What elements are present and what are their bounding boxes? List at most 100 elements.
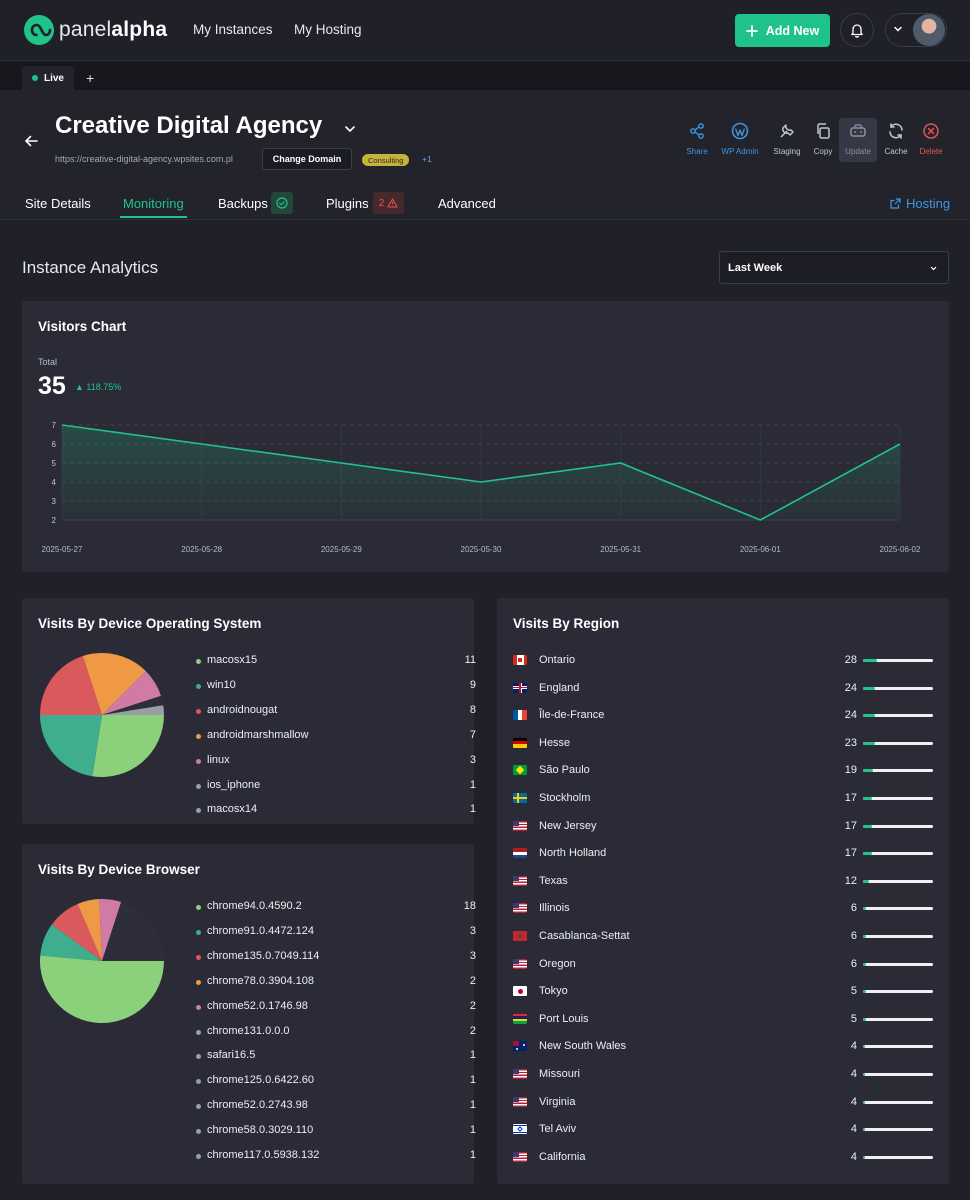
region-row[interactable]: Ontario 28 bbox=[513, 652, 933, 670]
legend-item[interactable]: chrome91.0.4472.124 3 bbox=[196, 924, 476, 940]
update-action[interactable]: Update bbox=[839, 118, 877, 162]
region-row[interactable]: Hesse 23 bbox=[513, 735, 933, 753]
browser-card: Visits By Device Browser chrome94.0.4590… bbox=[22, 844, 476, 1184]
legend-value: 2 bbox=[469, 1024, 476, 1037]
region-row[interactable]: Texas 12 bbox=[513, 873, 933, 891]
date-range-value: Last Week bbox=[728, 262, 783, 274]
cache-action[interactable]: Cache bbox=[876, 118, 916, 162]
flag-nl-icon bbox=[513, 848, 527, 859]
tab-backups[interactable]: Backups bbox=[218, 196, 268, 211]
pie-slice bbox=[102, 920, 156, 961]
region-row[interactable]: Missouri 4 bbox=[513, 1066, 933, 1084]
chevron-down-icon[interactable] bbox=[893, 24, 903, 34]
pie-slice bbox=[102, 695, 164, 715]
region-row[interactable]: Virginia 4 bbox=[513, 1094, 933, 1112]
legend-item[interactable]: androidmarshmallow 7 bbox=[196, 728, 476, 744]
site-title: Creative Digital Agency bbox=[55, 112, 323, 139]
region-row[interactable]: Stockholm 17 bbox=[513, 790, 933, 808]
hosting-link[interactable]: Hosting bbox=[890, 196, 950, 211]
date-range-select[interactable]: Last Week bbox=[719, 251, 949, 284]
legend-value: 1 bbox=[469, 803, 476, 816]
region-row[interactable]: England 24 bbox=[513, 680, 933, 698]
tab-live[interactable]: Live bbox=[22, 66, 74, 90]
region-bar bbox=[863, 686, 933, 690]
panelalpha-logo[interactable]: panelalpha bbox=[24, 15, 167, 45]
legend-item[interactable]: chrome78.0.3904.108 2 bbox=[196, 974, 476, 990]
tab-site-details[interactable]: Site Details bbox=[25, 196, 91, 211]
legend-item[interactable]: win10 9 bbox=[196, 678, 476, 694]
user-menu-button[interactable] bbox=[885, 13, 947, 47]
back-arrow-icon[interactable] bbox=[24, 134, 38, 148]
legend-item[interactable]: linux 3 bbox=[196, 753, 476, 769]
region-value: 24 bbox=[844, 681, 857, 694]
legend-item[interactable]: androidnougat 8 bbox=[196, 703, 476, 719]
legend-item[interactable]: chrome125.0.6422.60 1 bbox=[196, 1073, 476, 1089]
delete-action[interactable]: Delete bbox=[911, 118, 951, 162]
nav-my-instances[interactable]: My Instances bbox=[193, 22, 273, 37]
tab-advanced[interactable]: Advanced bbox=[438, 196, 496, 211]
region-row[interactable]: Île-de-France 24 bbox=[513, 707, 933, 725]
legend-dot bbox=[196, 1079, 201, 1085]
staging-action[interactable]: Staging bbox=[767, 118, 807, 162]
more-tags-link[interactable]: +1 bbox=[422, 154, 432, 164]
flag-de-icon bbox=[513, 737, 527, 748]
copy-action[interactable]: Copy bbox=[803, 118, 843, 162]
wp-admin-action[interactable]: WP Admin bbox=[716, 118, 764, 162]
region-row[interactable]: California 4 bbox=[513, 1149, 933, 1167]
legend-item[interactable]: chrome58.0.3029.110 1 bbox=[196, 1123, 476, 1139]
region-bar-fill bbox=[863, 1128, 865, 1132]
plus-icon bbox=[745, 24, 758, 37]
user-avatar[interactable] bbox=[913, 14, 945, 46]
region-row[interactable]: Tel Aviv 4 bbox=[513, 1121, 933, 1139]
visitors-chart-card: Visitors Chart Total 35 ▲ 118.75% 2 3 4 5 6 7… bbox=[22, 301, 949, 572]
region-row[interactable]: Tokyo 5 bbox=[513, 983, 933, 1001]
legend-item[interactable]: ios_iphone 1 bbox=[196, 778, 476, 794]
legend-item[interactable]: chrome94.0.4590.2 18 bbox=[196, 899, 476, 915]
update-label: Update bbox=[845, 147, 871, 156]
region-bar bbox=[863, 1155, 933, 1159]
logo-text-regular: panel bbox=[59, 18, 112, 41]
region-row[interactable]: São Paulo 19 bbox=[513, 762, 933, 780]
y-tick-label: 6 bbox=[52, 440, 57, 449]
change-domain-button[interactable]: Change Domain bbox=[262, 148, 352, 170]
tab-monitoring[interactable]: Monitoring bbox=[123, 196, 184, 211]
legend-item[interactable]: chrome52.0.2743.98 1 bbox=[196, 1098, 476, 1114]
add-tab-button[interactable]: + bbox=[86, 70, 95, 86]
region-value: 17 bbox=[844, 819, 857, 832]
region-list: Ontario 28 England 24 Île-de-France 24 Hesse 23… bbox=[497, 652, 949, 1182]
region-row[interactable]: North Holland 17 bbox=[513, 845, 933, 863]
x-tick-label: 2025-06-02 bbox=[880, 545, 921, 554]
live-status-dot bbox=[31, 75, 38, 81]
add-new-button[interactable]: Add New bbox=[735, 14, 830, 47]
staging-icon bbox=[780, 124, 794, 138]
legend-item[interactable]: chrome135.0.7049.114 3 bbox=[196, 949, 476, 965]
region-row[interactable]: Port Louis 5 bbox=[513, 1011, 933, 1029]
legend-item[interactable]: chrome52.0.1746.98 2 bbox=[196, 999, 476, 1015]
region-name: Port Louis bbox=[539, 1012, 589, 1025]
legend-item[interactable]: safari16.5 1 bbox=[196, 1048, 476, 1064]
flag-fr-icon bbox=[513, 710, 527, 721]
site-switch-chevron-icon[interactable] bbox=[344, 124, 356, 134]
region-row[interactable]: ★ Casablanca-Settat 6 bbox=[513, 928, 933, 946]
region-bar-fill bbox=[863, 686, 875, 690]
nav-my-hosting[interactable]: My Hosting bbox=[294, 22, 362, 37]
warning-icon bbox=[387, 198, 398, 208]
region-row[interactable]: Illinois 6 bbox=[513, 900, 933, 918]
region-value: 4 bbox=[850, 1040, 857, 1053]
legend-item[interactable]: macosx14 1 bbox=[196, 802, 476, 818]
region-name: Île-de-France bbox=[539, 709, 605, 722]
legend-item[interactable]: chrome117.0.5938.132 1 bbox=[196, 1148, 476, 1164]
legend-label: chrome52.0.2743.98 bbox=[207, 1099, 308, 1112]
share-action[interactable]: Share bbox=[677, 118, 717, 162]
flag-us-icon bbox=[513, 1069, 527, 1079]
legend-item[interactable]: macosx15 11 bbox=[196, 653, 476, 669]
legend-label: chrome135.0.7049.114 bbox=[207, 949, 320, 962]
notifications-button[interactable] bbox=[840, 13, 874, 47]
legend-item[interactable]: chrome131.0.0.0 2 bbox=[196, 1024, 476, 1040]
region-row[interactable]: New South Wales 4 bbox=[513, 1038, 933, 1056]
site-url[interactable]: https://creative-digital-agency.wpsites.… bbox=[55, 154, 233, 164]
staging-label: Staging bbox=[773, 147, 801, 156]
tab-plugins[interactable]: Plugins bbox=[326, 196, 369, 211]
region-row[interactable]: Oregon 6 bbox=[513, 956, 933, 974]
region-row[interactable]: New Jersey 17 bbox=[513, 818, 933, 836]
